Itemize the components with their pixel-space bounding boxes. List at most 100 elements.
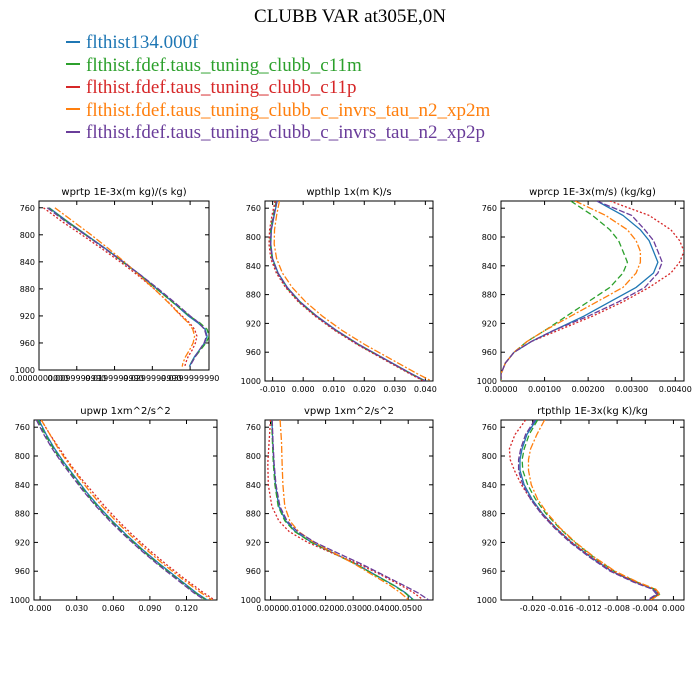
page-title: CLUBB VAR at305E,0N <box>254 6 446 27</box>
series-line <box>267 420 424 600</box>
y-tick-label: 800 <box>482 452 497 461</box>
chart-panel: wprtp 1E-3x(m kg)/(s kg) 760 800 840 880 920 9… <box>10 187 220 383</box>
series-line <box>48 207 208 367</box>
y-tick-label: 1000 <box>477 596 497 605</box>
legend-label: flthist.fdef.taus_tuning_clubb_c11m <box>86 54 362 76</box>
x-tick-label: 0.010 <box>322 385 345 394</box>
series-line <box>279 420 410 600</box>
y-tick-label: 960 <box>482 348 497 357</box>
legend-entry: flthist134.000f <box>66 32 490 55</box>
y-tick-label: 800 <box>20 231 35 240</box>
x-tick-label: 0.000 <box>292 385 315 394</box>
plot-frame <box>500 419 685 601</box>
series-line <box>517 420 658 600</box>
panel-title: wpthlp 1x(m K)/s <box>306 187 391 198</box>
x-tick-label: 0.00300 <box>615 385 648 394</box>
x-tick-label: 0.040 <box>414 385 437 394</box>
y-tick-label: 1000 <box>241 377 261 386</box>
x-tick-label: 0.000 <box>29 604 52 613</box>
series-line <box>40 420 213 600</box>
x-tick-label: 0.120 <box>175 604 198 613</box>
panel-title: wprtp 1E-3x(m kg)/(s kg) <box>61 187 186 198</box>
legend-entry: flthist.fdef.taus_tuning_clubb_c11m <box>66 55 490 78</box>
x-tick-label: -0.016 <box>548 604 574 613</box>
y-tick-label: 920 <box>482 319 497 328</box>
x-tick-label: 0.060 <box>102 604 125 613</box>
x-tick-label: 0.0199999990 <box>85 374 144 383</box>
y-tick-label: 800 <box>246 452 261 461</box>
series-line <box>521 420 661 600</box>
y-tick-label: 760 <box>15 423 30 432</box>
chart-panel: upwp 1xm^2/s^2 760 800 840 880 920 960 10000.00… <box>10 406 218 613</box>
x-tick-label: 0.00200 <box>572 385 605 394</box>
series-line <box>37 420 207 600</box>
x-tick-label: 0.0500 <box>394 604 422 613</box>
series-line <box>501 201 684 381</box>
y-tick-label: 880 <box>482 291 497 300</box>
series-line <box>269 201 426 381</box>
y-tick-label: 800 <box>246 233 261 242</box>
y-tick-label: 920 <box>246 319 261 328</box>
x-tick-label: 0.0299999990 <box>123 374 182 383</box>
plot-frame <box>264 419 434 601</box>
y-tick-label: 1000 <box>477 377 497 386</box>
legend-swatch <box>66 108 80 111</box>
chart-panel: rtpthlp 1E-3x(kg K)/kg 760 800 840 880 920 960… <box>477 406 685 613</box>
x-tick-label: 0.0000000000 <box>10 374 69 383</box>
series-line <box>271 420 430 600</box>
series-line <box>268 201 424 381</box>
series-line <box>501 201 642 381</box>
legend-label: flthist.fdef.taus_tuning_clubb_c_invrs_t… <box>86 99 491 121</box>
y-tick-label: 760 <box>482 204 497 213</box>
x-tick-label: 0.0400 <box>367 604 395 613</box>
series-line <box>501 201 629 381</box>
y-tick-label: 920 <box>482 538 497 547</box>
legend-swatch <box>66 130 80 133</box>
chart-panel: wprcp 1E-3x(m/s) (kg/kg) 760 800 840 880 920 9… <box>477 187 692 394</box>
panel-title: wprcp 1E-3x(m/s) (kg/kg) <box>529 187 656 198</box>
plot-frame <box>38 200 210 371</box>
y-tick-label: 1000 <box>241 596 261 605</box>
legend-entry: flthist.fdef.taus_tuning_clubb_c_invrs_t… <box>66 122 490 145</box>
y-tick-label: 960 <box>15 567 30 576</box>
series-line <box>501 201 659 381</box>
x-tick-label: 0.0100 <box>284 604 312 613</box>
y-tick-label: 840 <box>246 481 261 490</box>
y-tick-label: 960 <box>482 567 497 576</box>
legend: flthist134.000f flthist.fdef.taus_tuning… <box>66 32 490 145</box>
series-line <box>270 420 414 600</box>
x-tick-label: -0.008 <box>604 604 630 613</box>
x-tick-label: 0.020 <box>353 385 376 394</box>
series-line <box>519 420 659 600</box>
plot-frame <box>33 419 218 601</box>
y-tick-label: 760 <box>246 423 261 432</box>
x-tick-label: -0.020 <box>520 604 546 613</box>
legend-swatch <box>66 63 80 66</box>
panel-title: vpwp 1xm^2/s^2 <box>304 406 394 417</box>
x-tick-label: 0.00400 <box>659 385 692 394</box>
series-line <box>527 420 662 600</box>
y-tick-label: 760 <box>246 204 261 213</box>
x-tick-label: -0.004 <box>632 604 658 613</box>
series-line <box>270 201 426 381</box>
x-tick-label: 0.090 <box>138 604 161 613</box>
panel-title: rtpthlp 1E-3x(kg K)/kg <box>537 406 648 417</box>
y-tick-label: 800 <box>482 233 497 242</box>
x-tick-label: 0.0200 <box>312 604 340 613</box>
legend-label: flthist.fdef.taus_tuning_clubb_c11p <box>86 77 357 98</box>
chart-panel: wpthlp 1x(m K)/s 760 800 840 880 920 960 1000-0… <box>241 187 437 394</box>
series-line <box>46 207 208 367</box>
y-tick-label: 880 <box>15 510 30 519</box>
panel-title: upwp 1xm^2/s^2 <box>80 406 170 417</box>
y-tick-label: 840 <box>20 258 35 267</box>
y-tick-label: 880 <box>20 285 35 294</box>
chart-panel: vpwp 1xm^2/s^2 760 800 840 880 920 960 10000.00… <box>241 406 434 613</box>
series-line <box>40 420 215 600</box>
y-tick-label: 880 <box>246 291 261 300</box>
y-tick-label: 920 <box>15 538 30 547</box>
y-tick-label: 840 <box>482 262 497 271</box>
series-line <box>501 201 663 381</box>
y-tick-label: 840 <box>246 262 261 271</box>
legend-swatch <box>66 85 80 88</box>
y-tick-label: 880 <box>246 510 261 519</box>
